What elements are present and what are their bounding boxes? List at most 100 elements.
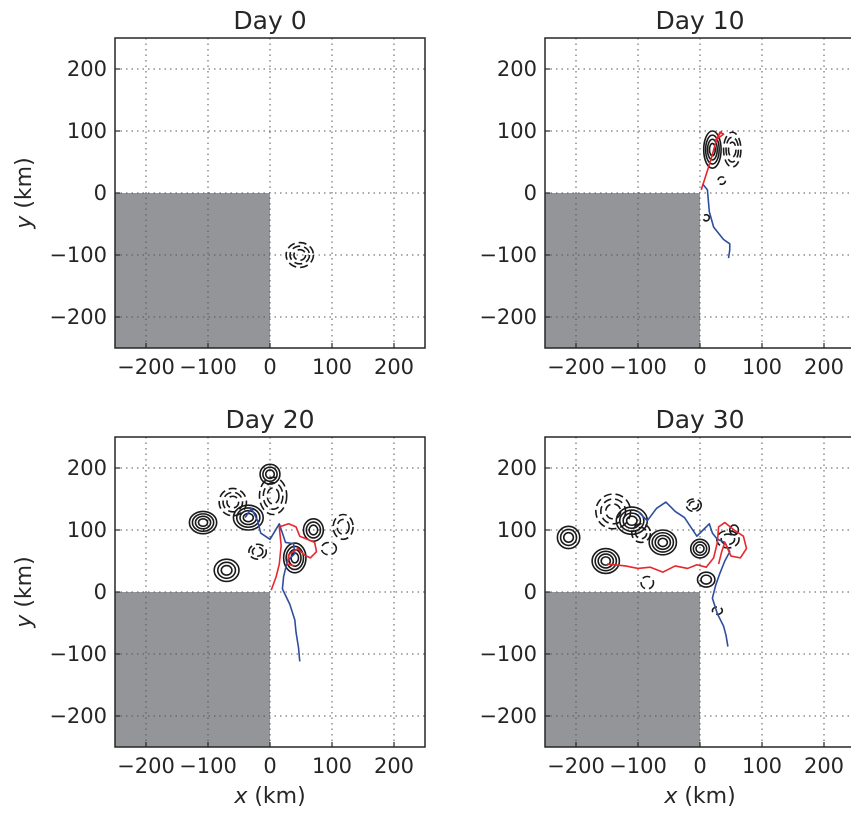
land-mask	[115, 592, 270, 747]
y-tick-label: −200	[479, 704, 537, 728]
y-axis-label: y (km)	[12, 157, 37, 229]
x-tick-label: 100	[312, 754, 352, 778]
contour-negative	[285, 241, 315, 269]
contour-negative	[715, 529, 740, 549]
contour-positive	[562, 531, 575, 544]
panel-title: Day 0	[233, 6, 306, 35]
contour-negative	[685, 498, 703, 513]
y-tick-label: 200	[497, 57, 537, 81]
land-mask	[545, 592, 700, 747]
contour-negative	[630, 522, 652, 544]
contour-negative	[248, 543, 268, 560]
contour-negative	[720, 533, 736, 546]
contour-negative	[599, 498, 627, 525]
y-axis-label: y (km)	[12, 556, 37, 628]
contour-positive	[689, 538, 711, 559]
contour-negative	[332, 513, 354, 541]
contour-positive	[625, 515, 638, 527]
contour-positive	[194, 515, 212, 530]
contour-positive	[695, 543, 705, 554]
contours	[556, 493, 748, 647]
y-tick-label: 0	[94, 181, 107, 205]
red-track	[270, 522, 318, 591]
contour-positive	[262, 466, 278, 483]
contour-negative	[595, 493, 632, 530]
contour-negative	[727, 141, 737, 158]
x-tick-label: −200	[547, 754, 605, 778]
x-tick-label: 200	[804, 754, 844, 778]
contour-positive	[692, 541, 708, 557]
contour-positive	[591, 547, 621, 575]
contour-positive	[259, 463, 281, 485]
land-mask	[115, 193, 270, 348]
x-tick-label: −100	[179, 754, 237, 778]
x-tick-label: 200	[374, 355, 414, 379]
contour-negative	[289, 245, 311, 265]
y-tick-label: 0	[524, 181, 537, 205]
contour-positive	[556, 525, 581, 550]
contour-positive	[216, 561, 237, 580]
contour-positive	[597, 553, 615, 569]
x-tick-label: 200	[804, 355, 844, 379]
x-tick-label: 100	[312, 355, 352, 379]
x-axis-label: x (km)	[233, 784, 305, 809]
contour-positive	[594, 550, 618, 572]
x-tick-label: −200	[547, 355, 605, 379]
panel-title: Day 20	[225, 405, 314, 434]
contour-negative	[725, 136, 740, 163]
y-tick-label: 100	[497, 119, 537, 143]
contour-positive	[702, 130, 722, 170]
contour-negative	[320, 541, 338, 556]
contours	[700, 130, 742, 259]
x-tick-label: −100	[179, 355, 237, 379]
x-tick-label: 0	[263, 754, 276, 778]
x-tick-label: 100	[742, 754, 782, 778]
panel-title: Day 10	[655, 6, 744, 35]
contour-positive	[305, 521, 322, 539]
contour-negative	[218, 487, 248, 517]
contours	[285, 241, 315, 269]
y-tick-label: 0	[524, 580, 537, 604]
x-tick-label: 200	[374, 754, 414, 778]
y-tick-label: 100	[67, 518, 107, 542]
contour-positive	[264, 469, 276, 480]
y-tick-label: 100	[67, 119, 107, 143]
contour-negative	[702, 213, 711, 222]
contour-positive	[242, 512, 255, 523]
contour-positive	[232, 504, 264, 531]
contour-negative	[251, 546, 264, 557]
x-tick-label: −100	[609, 355, 667, 379]
land-mask	[545, 193, 700, 348]
contour-negative	[604, 503, 622, 520]
contour-positive	[657, 537, 669, 548]
x-axis-label: x (km)	[663, 784, 735, 809]
blue-track	[637, 501, 731, 647]
x-tick-label: −200	[117, 355, 175, 379]
contour-positive	[213, 558, 240, 583]
contour-positive	[559, 528, 578, 547]
contour-positive	[696, 571, 716, 588]
x-tick-label: 0	[693, 355, 706, 379]
blue-track	[244, 507, 301, 662]
contour-negative	[722, 131, 742, 168]
red-track	[606, 521, 748, 573]
contour-negative	[717, 176, 727, 186]
contour-negative	[634, 526, 648, 540]
y-tick-label: −100	[49, 243, 107, 267]
y-tick-label: 200	[497, 456, 537, 480]
y-tick-label: −100	[479, 243, 537, 267]
contour-negative	[222, 491, 244, 513]
contour-positive	[285, 545, 305, 571]
y-tick-label: 0	[94, 580, 107, 604]
contour-positive	[308, 524, 319, 536]
panel-title: Day 30	[655, 405, 744, 434]
y-tick-label: −200	[49, 704, 107, 728]
contour-positive	[235, 507, 261, 529]
contour-negative	[688, 500, 700, 510]
